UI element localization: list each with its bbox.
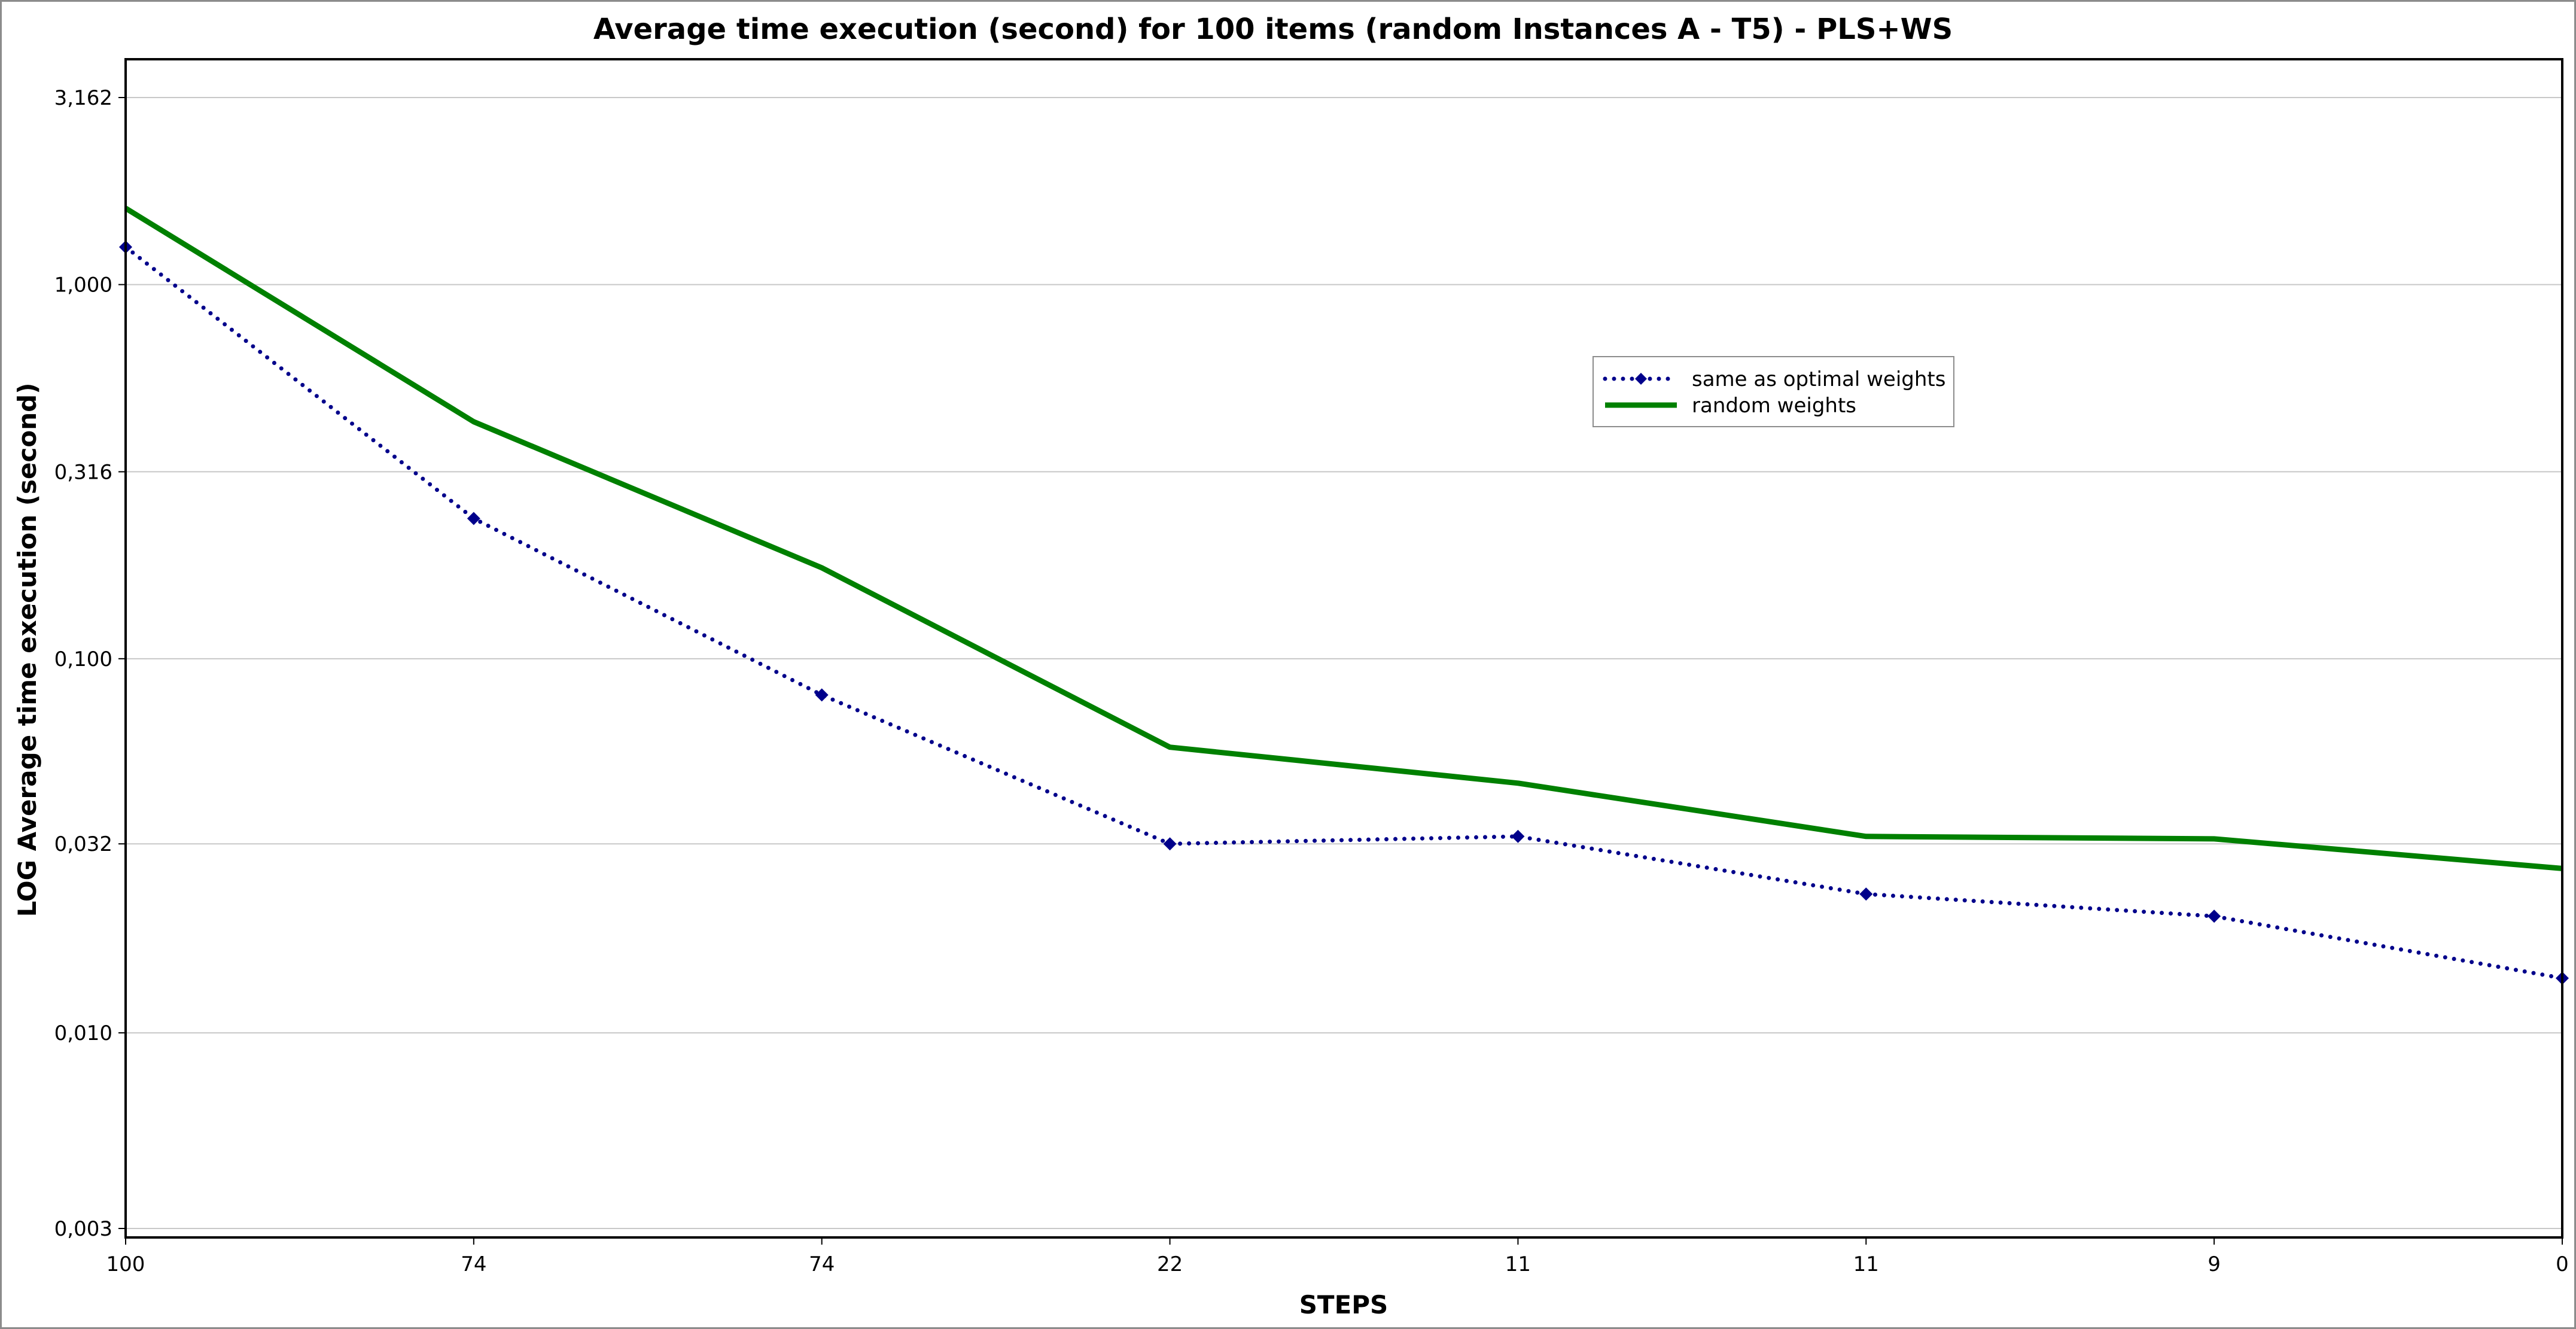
legend-marker-diamond <box>1635 373 1647 385</box>
series-line-same-as-optimal-weights <box>123 245 2565 981</box>
x-axis-ticks: 100 74 74 22 11 11 9 0 <box>106 1237 2569 1276</box>
data-point-same-as-optimal-weights-1 <box>467 512 480 525</box>
y-tick-label-5: 0,010 <box>54 1021 112 1045</box>
legend-label-same-as-optimal-weights: same as optimal weights <box>1692 367 1945 391</box>
y-tick-label-0: 3,162 <box>54 86 112 110</box>
x-tick-label-3: 22 <box>1157 1252 1183 1276</box>
data-point-same-as-optimal-weights-4 <box>1511 829 1525 843</box>
y-tick-label-6: 0,003 <box>54 1217 112 1241</box>
x-tick-label-2: 74 <box>809 1252 835 1276</box>
legend-label-random-weights: random weights <box>1692 394 1856 418</box>
y-axis-title: LOG Average time execution (second) <box>13 383 42 917</box>
data-point-same-as-optimal-weights-3 <box>1163 837 1177 851</box>
y-tick-label-4: 0,032 <box>54 832 112 856</box>
x-tick-label-1: 74 <box>461 1252 486 1276</box>
x-axis-title: STEPS <box>1299 1290 1389 1319</box>
y-tick-label-2: 0,316 <box>54 460 112 484</box>
x-tick-label-6: 9 <box>2207 1252 2221 1276</box>
legend-box <box>1593 356 1954 427</box>
chart-legend: same as optimal weights random weights <box>1593 356 1954 427</box>
series-line-random-weights <box>124 206 2563 871</box>
x-tick-label-0: 100 <box>106 1252 145 1276</box>
plot-area-border <box>124 58 2563 1239</box>
data-point-same-as-optimal-weights-5 <box>1859 887 1873 901</box>
data-point-same-as-optimal-weights-2 <box>815 688 829 702</box>
x-tick-label-4: 11 <box>1505 1252 1531 1276</box>
chart-title: Average time execution (second) for 100 … <box>593 13 1953 46</box>
x-tick-label-5: 11 <box>1853 1252 1879 1276</box>
y-tick-label-1: 1,000 <box>54 273 112 297</box>
data-point-same-as-optimal-weights-6 <box>2207 910 2221 923</box>
y-axis-ticks: 3,162 1,000 0,316 0,100 0,032 0,010 0,003 <box>54 86 126 1241</box>
y-tick-label-3: 0,100 <box>54 647 112 671</box>
grid-lines <box>126 97 2562 1229</box>
series-layer <box>119 206 2569 985</box>
x-tick-label-7: 0 <box>2556 1252 2569 1276</box>
